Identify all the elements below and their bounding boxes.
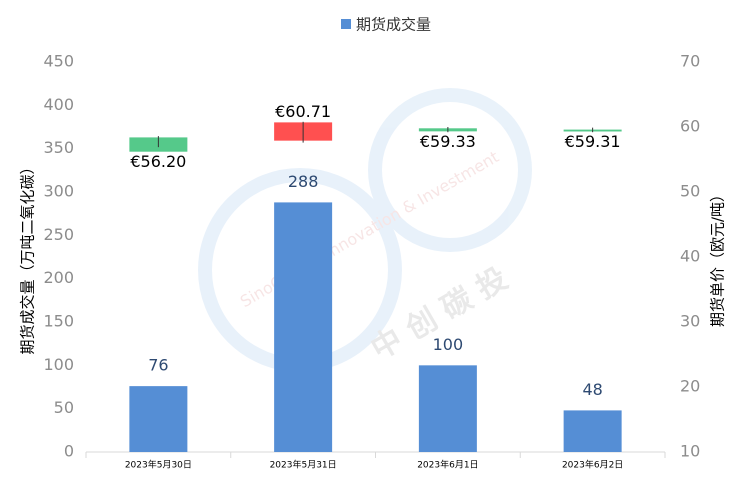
y2-tick-label: 40 bbox=[680, 247, 700, 266]
y2-tick-label: 60 bbox=[680, 117, 700, 136]
y2-tick-label: 30 bbox=[680, 312, 700, 331]
y2-tick-label: 50 bbox=[680, 182, 700, 201]
bar-value-label: 288 bbox=[288, 172, 319, 191]
candle-value-label: €60.71 bbox=[275, 102, 331, 121]
candle-value-label: €59.31 bbox=[565, 132, 621, 151]
legend-label: 期货成交量 bbox=[356, 16, 431, 34]
candle-value-label: €59.33 bbox=[420, 132, 476, 151]
y-tick-label: 50 bbox=[54, 398, 74, 417]
x-tick-label: 2023年6月2日 bbox=[562, 459, 623, 471]
y-tick-label: 350 bbox=[43, 138, 74, 157]
y-axis-title: 期货成交量（万吨二氧化碳） bbox=[19, 159, 37, 354]
candle-value-label: €56.20 bbox=[130, 152, 186, 171]
bar bbox=[563, 410, 622, 452]
bar bbox=[274, 202, 333, 452]
watermark: SinoCarbon Innovation & Investment 中 创 碳… bbox=[198, 88, 532, 372]
y2-tick-label: 20 bbox=[680, 377, 700, 396]
legend-swatch bbox=[341, 19, 351, 29]
bar-value-label: 48 bbox=[582, 380, 602, 399]
x-tick-label: 2023年5月31日 bbox=[270, 459, 337, 471]
y2-axis-title: 期货单价（欧元/吨） bbox=[709, 187, 727, 327]
y-tick-label: 100 bbox=[43, 355, 74, 374]
x-tick-label: 2023年6月1日 bbox=[417, 459, 478, 471]
x-tick-label: 2023年5月30日 bbox=[125, 459, 192, 471]
y-tick-label: 250 bbox=[43, 225, 74, 244]
y-tick-label: 200 bbox=[43, 268, 74, 287]
y-tick-label: 150 bbox=[43, 312, 74, 331]
y-tick-label: 300 bbox=[43, 182, 74, 201]
bar-value-label: 76 bbox=[148, 356, 168, 375]
bar bbox=[418, 365, 477, 452]
y-tick-label: 400 bbox=[43, 95, 74, 114]
y-tick-label: 450 bbox=[43, 52, 74, 71]
y2-tick-label: 10 bbox=[680, 442, 700, 461]
y-tick-label: 0 bbox=[64, 442, 74, 461]
y2-tick-label: 70 bbox=[680, 52, 700, 71]
bar bbox=[129, 386, 188, 452]
bar-value-label: 100 bbox=[433, 335, 464, 354]
